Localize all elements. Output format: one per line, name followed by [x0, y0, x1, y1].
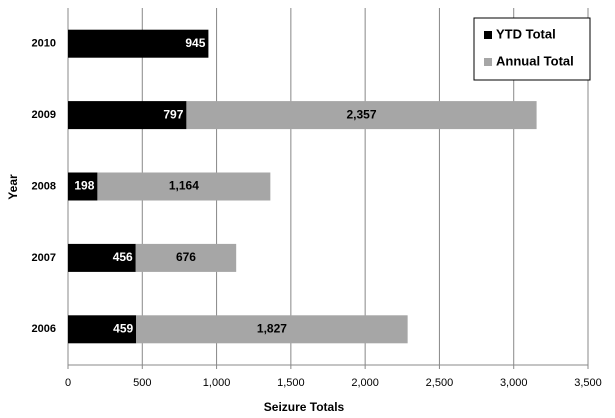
y-tick-label: 2006 [32, 323, 56, 335]
x-tick-label: 3,500 [574, 377, 602, 389]
bar-segment [68, 243, 136, 272]
data-label: 945 [185, 36, 205, 50]
bar-segment [68, 315, 137, 344]
bar-segment [135, 243, 237, 272]
data-label: 456 [113, 250, 133, 264]
x-tick-label: 0 [65, 377, 71, 389]
data-label: 797 [163, 107, 183, 121]
data-label: 198 [74, 179, 94, 193]
data-label: 1,164 [169, 179, 199, 193]
y-tick-label: 2008 [32, 180, 56, 192]
bar-segment [68, 29, 209, 58]
legend-swatch [484, 31, 492, 39]
x-tick-label: 3,000 [500, 377, 528, 389]
x-tick-label: 500 [133, 377, 151, 389]
bar-segment [68, 172, 98, 201]
data-label: 676 [176, 250, 196, 264]
bar-segment [97, 172, 271, 201]
x-tick-label: 1,500 [277, 377, 305, 389]
y-tick-label: 2009 [32, 109, 56, 121]
legend-swatch [484, 58, 492, 66]
bar-segment [68, 101, 187, 130]
data-label: 459 [113, 321, 133, 335]
bar-segment [136, 315, 408, 344]
legend-label: Annual Total [496, 53, 574, 68]
x-tick-label: 2,500 [426, 377, 454, 389]
legend-box [473, 17, 591, 81]
y-axis-label: Year [6, 174, 20, 200]
data-label: 2,357 [346, 107, 376, 121]
x-tick-label: 1,000 [203, 377, 231, 389]
y-tick-label: 2010 [32, 38, 56, 50]
x-axis-label: Seizure Totals [264, 400, 345, 414]
legend-label: YTD Total [496, 26, 556, 41]
x-tick-label: 2,000 [351, 377, 379, 389]
data-label: 1,827 [257, 321, 287, 335]
y-tick-label: 2007 [32, 252, 56, 264]
bar-segment [186, 101, 537, 130]
